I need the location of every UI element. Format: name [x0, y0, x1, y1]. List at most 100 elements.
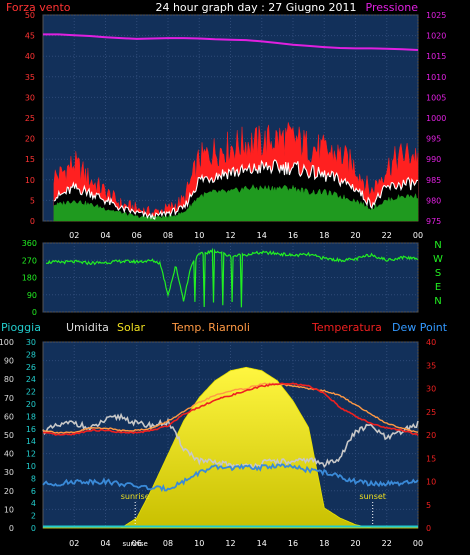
avg-wind-area — [53, 183, 419, 222]
temperature-tick-label: 20 — [426, 431, 436, 440]
wind-tick-label: 35 — [25, 73, 35, 82]
x-tick-label: 02 — [69, 231, 79, 240]
x-tick-label: 06 — [132, 539, 142, 548]
wind-axis-label: Forza vento — [6, 1, 71, 14]
x-tick-label: 12 — [225, 231, 235, 240]
humidity-tick-label: 0 — [9, 524, 14, 533]
direction-line — [45, 247, 419, 308]
x-tick-label: 08 — [163, 231, 173, 240]
rain-tick-label: 4 — [31, 499, 36, 508]
pressure-axis-label: Pressione — [366, 1, 419, 14]
wind-tick-label: 15 — [25, 155, 35, 164]
sunset-label: sunset — [359, 492, 386, 501]
humidity-tick-label: 80 — [4, 375, 14, 384]
wind-tick-label: 0 — [30, 217, 35, 226]
rain-label: Pioggia — [1, 321, 41, 334]
direction-tick-label: 270 — [22, 256, 37, 265]
compass-label: E — [435, 282, 441, 293]
pressure-tick-label: 1010 — [426, 73, 446, 82]
page-title: 24 hour graph day : 27 Giugno 2011 — [155, 1, 356, 14]
solar-label: Solar — [117, 321, 146, 334]
rain-tick-label: 18 — [26, 412, 36, 421]
temp-humidity-panel: 0102030405060708090100024681012141618202… — [0, 338, 436, 548]
temperature-label: Temperatura — [311, 321, 382, 334]
pressure-tick-label: 975 — [426, 217, 441, 226]
humidity-tick-label: 20 — [4, 487, 14, 496]
sunrise-label: sunrise — [121, 492, 150, 501]
wind-tick-label: 10 — [25, 176, 35, 185]
temperature-tick-label: 15 — [426, 454, 436, 463]
humidity-tick-label: 70 — [4, 394, 14, 403]
rain-tick-label: 30 — [26, 338, 36, 347]
wind-tick-label: 50 — [25, 11, 35, 20]
direction-tick-label: 90 — [27, 291, 37, 300]
humidity-tick-label: 90 — [4, 357, 14, 366]
temperature-tick-label: 0 — [426, 524, 431, 533]
direction-tick-label: 180 — [22, 274, 37, 283]
rain-tick-label: 12 — [26, 450, 36, 459]
wind-direction-marks — [45, 247, 419, 308]
rain-tick-label: 28 — [26, 350, 36, 359]
x-tick-label: 04 — [100, 539, 110, 548]
temp-humidity-grid — [43, 341, 419, 529]
x-tick-label: 18 — [319, 231, 329, 240]
temp-riarnoli-label: Temp. Riarnoli — [171, 321, 250, 334]
humidity-tick-label: 100 — [0, 338, 14, 347]
pressure-tick-label: 990 — [426, 155, 441, 164]
temperature-tick-label: 5 — [426, 501, 431, 510]
humidity-tick-label: 10 — [4, 505, 14, 514]
x-tick-label: 20 — [350, 231, 360, 240]
wind-tick-label: 45 — [25, 32, 35, 41]
compass-label: N — [434, 240, 441, 251]
solar-area — [43, 366, 418, 529]
dewpoint-line — [42, 462, 419, 493]
temperature-tick-label: 10 — [426, 478, 436, 487]
wind-line — [53, 159, 419, 220]
humidity-label: Umidita — [66, 321, 109, 334]
rain-tick-label: 14 — [26, 437, 36, 446]
rain-tick-label: 20 — [26, 400, 36, 409]
x-tick-label: 14 — [257, 231, 267, 240]
wind-pressure-marks — [43, 33, 419, 222]
pressure-tick-label: 1005 — [426, 93, 446, 102]
pressure-tick-label: 995 — [426, 135, 441, 144]
wind-tick-label: 5 — [30, 196, 35, 205]
rain-tick-label: 2 — [31, 512, 36, 521]
x-tick-label: 14 — [257, 539, 267, 548]
humidity-tick-label: 60 — [4, 412, 14, 421]
wind-tick-label: 30 — [25, 93, 35, 102]
x-tick-label: 16 — [288, 539, 298, 548]
x-tick-label: 10 — [194, 539, 204, 548]
wind-pressure-panel: 0510152025303540455097598098599099510001… — [25, 11, 447, 240]
temperature-tick-label: 25 — [426, 408, 436, 417]
rain-tick-label: 0 — [31, 524, 36, 533]
dewpoint-label: Dew Point — [392, 321, 448, 334]
wind-tick-label: 40 — [25, 52, 35, 61]
x-tick-label: 06 — [132, 231, 142, 240]
rain-tick-label: 6 — [31, 487, 36, 496]
x-tick-label: 20 — [350, 539, 360, 548]
pressure-tick-label: 1020 — [426, 32, 446, 41]
compass-label: S — [435, 268, 441, 279]
temperature-tick-label: 40 — [426, 338, 436, 347]
compass-label: W — [433, 254, 443, 265]
x-tick-label: 08 — [163, 539, 173, 548]
direction-tick-label: 360 — [22, 239, 37, 248]
wind-pressure-ticks: 0510152025303540455097598098599099510001… — [25, 11, 447, 240]
pressure-tick-label: 1015 — [426, 52, 446, 61]
pressure-tick-label: 980 — [426, 196, 441, 205]
pressure-tick-label: 1025 — [426, 11, 446, 20]
x-tick-label: 04 — [100, 231, 110, 240]
temp-humidity-marks — [42, 366, 419, 529]
x-tick-label: 02 — [69, 539, 79, 548]
pressure-tick-label: 1000 — [426, 114, 446, 123]
temp-riarnoli-line — [42, 382, 419, 434]
humidity-tick-label: 30 — [4, 468, 14, 477]
temperature-tick-label: 35 — [426, 361, 436, 370]
rain-tick-label: 10 — [26, 462, 36, 471]
temperature-line — [42, 382, 419, 437]
rain-tick-label: 16 — [26, 425, 36, 434]
